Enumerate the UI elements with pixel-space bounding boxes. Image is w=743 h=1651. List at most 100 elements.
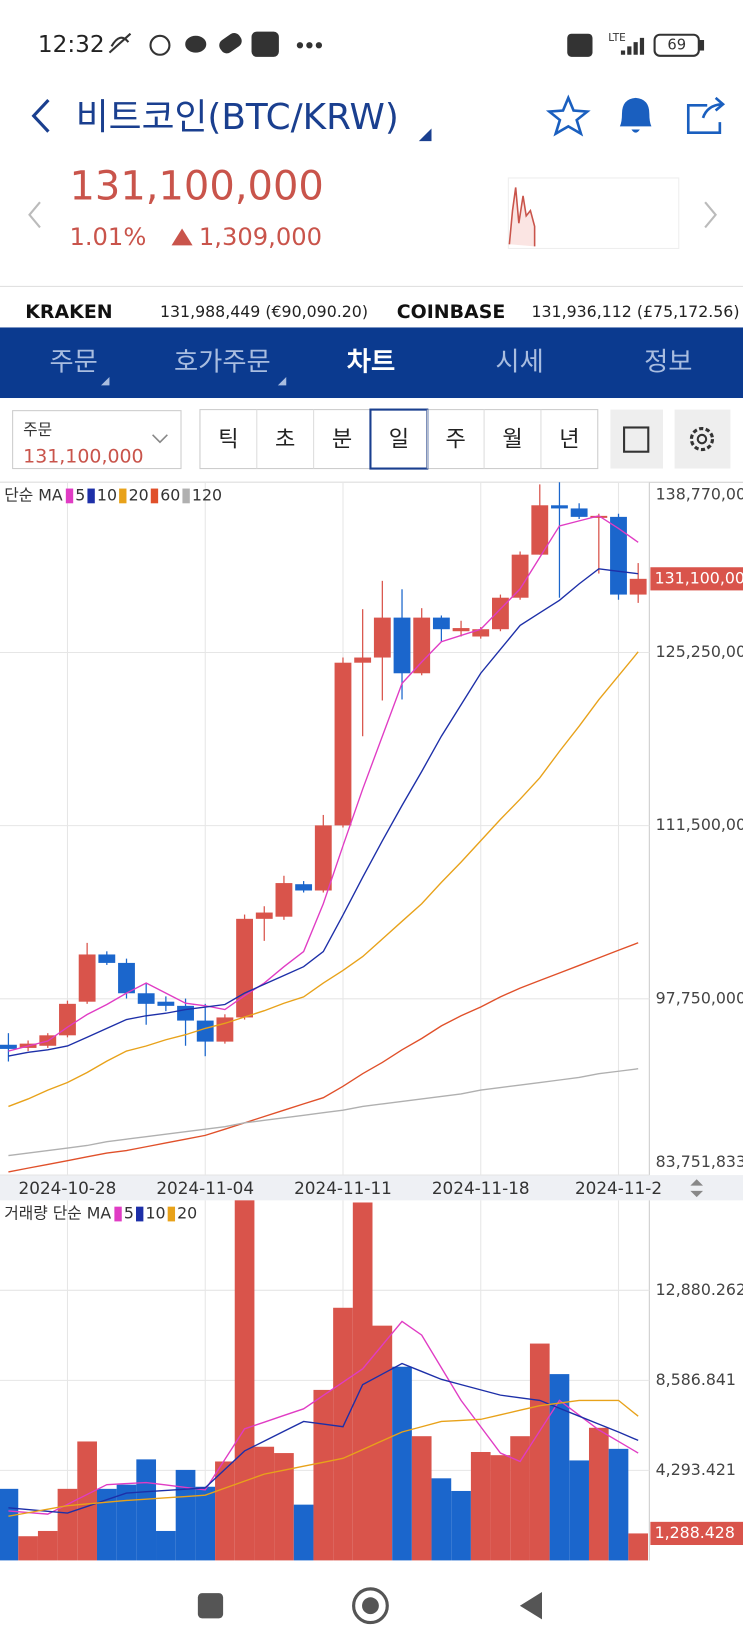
layout-button[interactable] <box>610 409 664 469</box>
tab[interactable]: 정보 <box>644 348 692 378</box>
candle-body <box>196 1020 214 1042</box>
exchange-price: 131,936,112 (£75,172.56) <box>531 302 739 321</box>
ma-line <box>8 1399 639 1517</box>
volume-bar <box>588 1427 609 1561</box>
legend-label: 20 <box>177 1204 197 1223</box>
current-price-label: 131,100,000 <box>655 568 743 587</box>
legend-swatch <box>167 1206 176 1222</box>
candle-body <box>118 962 135 994</box>
x-tick-label: 2024-11-18 <box>432 1178 530 1198</box>
candle-body <box>393 617 411 674</box>
charts: 83,751,833 97,750,000 111,500,000 125,250,0… <box>0 481 743 1561</box>
nav-home[interactable] <box>352 1587 389 1625</box>
order-box[interactable] <box>12 410 182 470</box>
candle-body <box>295 884 313 891</box>
prev-arrow[interactable] <box>28 201 41 229</box>
y-tick-label: 8,586.841 <box>656 1370 736 1389</box>
coin-title[interactable]: 비트코인(BTC/KRW) <box>76 97 399 138</box>
legend-label: 10 <box>145 1204 165 1223</box>
nav-recent[interactable] <box>197 1593 224 1619</box>
y-tick-label: 125,250,000 <box>656 642 743 661</box>
change-amount: 1,309,000 <box>199 223 322 251</box>
candle-body <box>275 883 293 917</box>
candle-body <box>255 912 273 919</box>
candle-body <box>373 617 391 658</box>
volume-bar <box>274 1453 294 1561</box>
candle-body <box>78 954 96 1002</box>
candle-body <box>354 657 372 663</box>
volume-bar <box>372 1325 393 1561</box>
legend-swatch <box>114 1206 122 1222</box>
volume-bar <box>18 1536 38 1561</box>
volume-bar <box>0 1488 19 1561</box>
exchange-price: 131,988,449 (€90,090.20) <box>160 302 368 321</box>
candle-body <box>236 918 253 1018</box>
volume-bar <box>293 1504 314 1561</box>
legend-label: 60 <box>160 485 180 504</box>
current-price: 131,100,000 <box>69 163 323 209</box>
order-label: 주문 <box>23 420 52 439</box>
volume-bar <box>411 1436 432 1561</box>
volume-bar <box>77 1441 97 1561</box>
candle-body <box>472 629 490 637</box>
volume-bar <box>254 1446 275 1561</box>
legend-title: 단순 MA <box>4 485 63 504</box>
legend-title: 거래량 단순 MA <box>4 1204 111 1223</box>
ma-line <box>8 1068 639 1157</box>
nav-back[interactable] <box>519 1592 542 1620</box>
volume-bar <box>175 1469 196 1561</box>
alarm-button[interactable] <box>619 97 652 133</box>
volume-bar <box>628 1533 649 1561</box>
ma-line <box>8 1320 639 1515</box>
sparkline-box <box>507 177 680 250</box>
legend-swatch <box>182 488 190 504</box>
resize-handle[interactable] <box>690 1179 704 1198</box>
current-volume-label: 1,288.428 <box>655 1523 735 1542</box>
settings-icon <box>689 426 715 452</box>
share-button[interactable] <box>686 96 726 134</box>
ma-line <box>8 568 639 1057</box>
next-arrow[interactable] <box>704 201 718 229</box>
tab[interactable]: 시세 <box>495 348 543 378</box>
tab[interactable]: 호가주문 <box>174 348 271 378</box>
ma-line <box>8 942 639 1173</box>
back-button[interactable] <box>31 98 50 133</box>
candle-body <box>314 825 332 891</box>
volume-bar <box>116 1484 137 1561</box>
volume-bar <box>470 1451 491 1561</box>
candle-body <box>0 1044 17 1049</box>
legend-swatch <box>136 1206 144 1222</box>
legend-swatch <box>150 488 159 504</box>
tab[interactable]: 차트 <box>347 348 395 378</box>
volume-bar <box>392 1366 412 1561</box>
legend-label: 10 <box>97 485 117 504</box>
favorite-button[interactable] <box>545 94 591 137</box>
period-button[interactable]: 월 <box>502 427 522 453</box>
volume-bar <box>195 1486 216 1561</box>
volume-bar <box>529 1343 550 1561</box>
settings-button[interactable] <box>674 409 731 469</box>
legend-swatch <box>65 488 74 504</box>
period-button[interactable]: 일 <box>389 427 409 453</box>
exchange-name: COINBASE <box>397 301 506 323</box>
title-dropdown[interactable] <box>418 128 432 142</box>
period-button[interactable]: 분 <box>332 427 352 453</box>
candle-body <box>413 617 431 674</box>
period-button[interactable]: 초 <box>275 427 295 453</box>
volume-bar <box>234 1200 255 1561</box>
settings-icon-center <box>696 433 708 445</box>
period-button[interactable]: 주 <box>446 427 466 453</box>
ma-line <box>8 1362 639 1514</box>
volume-bar <box>57 1488 78 1561</box>
volume-bar <box>549 1374 570 1561</box>
tab[interactable]: 주문 <box>49 348 97 378</box>
period-button[interactable]: 틱 <box>218 427 238 453</box>
candle-body <box>334 662 352 826</box>
volume-bar <box>451 1490 471 1561</box>
tabs: 주문 호가주문 차트 시세 정보 <box>49 348 692 378</box>
period-button[interactable]: 년 <box>559 427 579 453</box>
volume-bar <box>96 1488 117 1561</box>
legend-swatch <box>119 488 127 504</box>
layout-icon <box>623 426 650 453</box>
